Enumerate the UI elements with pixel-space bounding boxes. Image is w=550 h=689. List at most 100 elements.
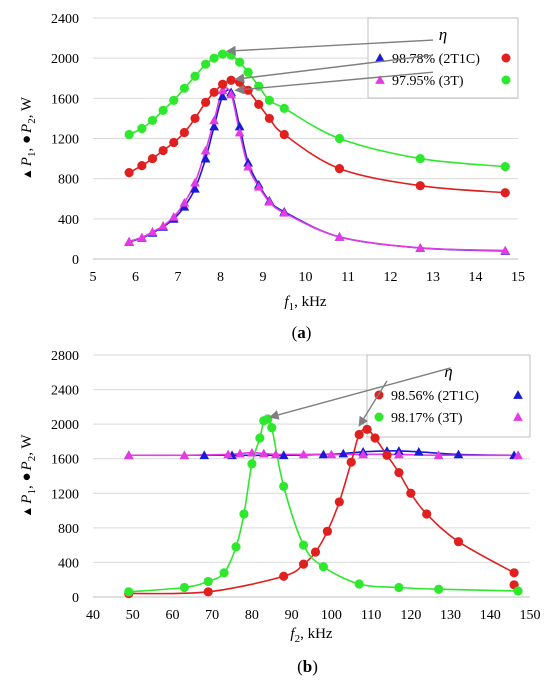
- data-point: [235, 57, 245, 67]
- data-point: [190, 177, 200, 187]
- legend-marker: [374, 412, 384, 422]
- data-point: [279, 129, 289, 140]
- y-axis-title: ▲P1, ●P2, W: [19, 96, 38, 180]
- data-point: [279, 103, 289, 113]
- annotation-arrow: [234, 54, 434, 84]
- panel-label-paren: (: [297, 657, 303, 676]
- data-point: [179, 127, 189, 138]
- annotation-arrow: [234, 71, 434, 95]
- data-point: [124, 168, 134, 178]
- data-point: [200, 153, 211, 163]
- data-point: [209, 53, 219, 63]
- data-point: [190, 71, 200, 81]
- y-axis-circle-symbol: , ●: [19, 135, 35, 152]
- data-point: [513, 450, 523, 460]
- x-axis-subscript: 1: [289, 301, 295, 313]
- y-axis-unit: , W: [19, 434, 35, 456]
- data-point: [209, 115, 219, 125]
- data-point: [243, 85, 253, 95]
- y-tick-label: 0: [72, 253, 79, 268]
- legend-title: η: [444, 362, 452, 381]
- data-point: [137, 123, 147, 134]
- data-point: [394, 467, 404, 478]
- data-point: [264, 113, 274, 124]
- data-point: [199, 450, 210, 460]
- y-tick-label: 1200: [51, 487, 79, 502]
- data-point: [354, 579, 364, 589]
- data-point: [217, 91, 228, 101]
- panel-label-letter: a: [297, 323, 306, 342]
- data-point: [394, 582, 404, 593]
- data-point: [217, 85, 228, 95]
- data-point: [334, 232, 345, 241]
- legend-title: η: [439, 25, 447, 44]
- panel-label-paren: ): [306, 323, 312, 342]
- x-axis-title: f2, kHz: [290, 626, 333, 645]
- data-point: [267, 423, 277, 433]
- y-axis-subscript: 1: [26, 489, 38, 495]
- x-tick-label: 120: [400, 608, 421, 623]
- data-point: [254, 81, 264, 91]
- data-point: [235, 448, 245, 458]
- data-point: [354, 429, 364, 440]
- y-tick-label: 0: [72, 591, 79, 606]
- data-point: [147, 227, 158, 236]
- data-point: [334, 497, 344, 507]
- data-point: [394, 449, 404, 459]
- data-point: [200, 145, 211, 155]
- y-tick-label: 1600: [51, 453, 79, 468]
- x-tick-label: 60: [165, 608, 179, 623]
- y-axis-triangle-symbol: ▲: [20, 168, 34, 180]
- data-point: [169, 95, 179, 105]
- y-tick-label: 2800: [51, 349, 79, 364]
- data-point: [158, 221, 168, 230]
- legend-entry-label: 98.78% (2T1C): [392, 52, 480, 67]
- data-point: [358, 449, 368, 459]
- data-point: [247, 447, 257, 457]
- data-point: [179, 83, 189, 93]
- y-axis-subscript: 2: [26, 118, 38, 124]
- data-point: [137, 161, 147, 171]
- data-point: [509, 568, 519, 578]
- y-axis-var: P: [19, 124, 35, 134]
- data-point: [203, 587, 213, 597]
- y-axis-var: P: [19, 495, 35, 505]
- panel-label-letter: b: [303, 657, 312, 676]
- data-point: [169, 137, 179, 148]
- data-point: [201, 59, 211, 69]
- y-axis-var: P: [19, 461, 35, 471]
- data-point: [322, 526, 332, 536]
- data-point: [382, 450, 392, 460]
- x-axis-subscript: 2: [295, 633, 301, 645]
- data-point: [124, 129, 134, 140]
- data-point: [158, 145, 168, 156]
- data-point: [223, 449, 233, 459]
- y-tick-label: 2400: [51, 12, 79, 27]
- data-point: [279, 481, 289, 491]
- data-point: [370, 433, 380, 443]
- chart-panel-a: 5 6 7 8 9 10 11 12 13 14 1504008001200160020002400…: [19, 12, 525, 342]
- panel-label-paren: (: [292, 323, 298, 342]
- data-point: [433, 450, 444, 460]
- x-tick-label: 140: [480, 608, 501, 623]
- data-point: [434, 584, 444, 594]
- data-point: [500, 162, 510, 172]
- x-tick-label: 7: [175, 270, 182, 285]
- data-point: [258, 448, 269, 458]
- data-point: [422, 509, 432, 519]
- legend: η 98.78% (2T1C) 97.95% (3T): [367, 17, 519, 99]
- legend-box: [367, 17, 519, 99]
- data-point: [264, 196, 275, 206]
- x-tick-label: 130: [440, 608, 461, 623]
- legend-marker: [375, 75, 385, 84]
- annotation-arrow: [268, 367, 451, 420]
- x-axis-unit: , kHz: [294, 294, 327, 310]
- data-point: [270, 449, 281, 459]
- data-point: [243, 67, 253, 77]
- data-point: [226, 75, 236, 85]
- y-tick-label: 2000: [51, 52, 79, 67]
- data-point: [279, 571, 289, 581]
- data-point: [406, 488, 416, 498]
- data-point: [298, 449, 309, 459]
